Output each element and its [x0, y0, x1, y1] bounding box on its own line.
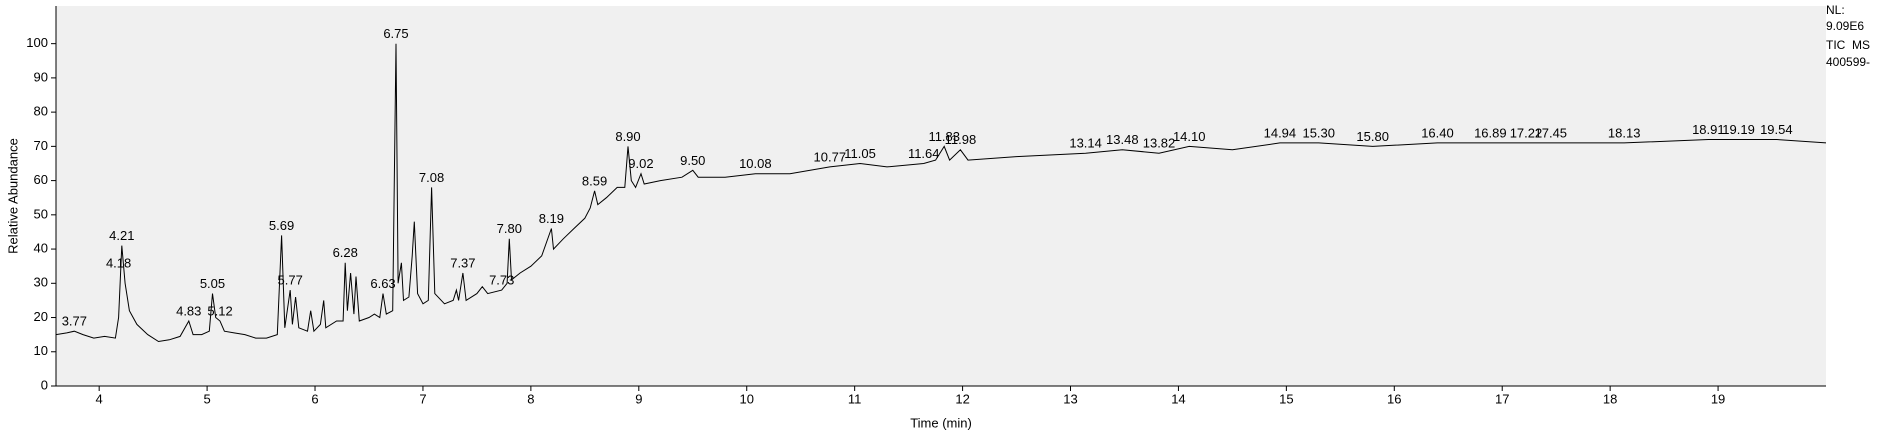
peak-label: 16.89 — [1474, 125, 1507, 140]
y-tick-label: 30 — [34, 275, 48, 290]
x-tick-label: 18 — [1603, 391, 1617, 406]
x-tick-label: 15 — [1279, 391, 1293, 406]
peak-label: 11.83 — [928, 129, 960, 144]
y-tick-label: 40 — [34, 241, 48, 256]
peak-label: 3.77 — [62, 314, 87, 329]
x-tick-label: 17 — [1495, 391, 1509, 406]
x-tick-label: 7 — [419, 391, 426, 406]
peak-label: 13.14 — [1069, 136, 1102, 151]
x-tick-label: 13 — [1063, 391, 1077, 406]
peak-label: 6.75 — [383, 26, 408, 41]
peak-label: 13.48 — [1106, 132, 1139, 147]
y-tick-label: 90 — [34, 69, 48, 84]
x-tick-label: 16 — [1387, 391, 1401, 406]
x-tick-label: 9 — [635, 391, 642, 406]
peak-label: 4.21 — [109, 228, 134, 243]
x-tick-label: 14 — [1171, 391, 1185, 406]
side-note: 9.09E6 — [1826, 19, 1864, 33]
peak-label: 5.12 — [207, 303, 232, 318]
peak-label: 6.28 — [333, 245, 358, 260]
peak-label: 11.05 — [844, 146, 876, 161]
peak-label: 11.98 — [945, 132, 977, 147]
plot-area — [56, 6, 1826, 386]
peak-label: 9.50 — [680, 153, 705, 168]
peak-label: 15.30 — [1302, 125, 1335, 140]
trace — [55, 43, 1827, 343]
peak-label: 17.22 — [1510, 125, 1543, 140]
peak-label: 7.73 — [489, 273, 514, 288]
x-tick-label: 4 — [96, 391, 103, 406]
peak-label: 11.64 — [908, 146, 940, 161]
y-tick-label: 50 — [34, 206, 48, 221]
peak-label: 14.94 — [1264, 125, 1297, 140]
x-tick-label: 5 — [203, 391, 210, 406]
peak-label: 7.08 — [419, 170, 444, 185]
peak-label: 4.83 — [176, 303, 201, 318]
x-tick-label: 6 — [311, 391, 318, 406]
peak-label: 10.08 — [739, 156, 772, 171]
peak-label: 19.54 — [1760, 122, 1793, 137]
peak-label: 5.77 — [278, 273, 303, 288]
peak-label: 7.37 — [450, 255, 475, 270]
peak-label: 4.18 — [106, 255, 131, 270]
x-tick-label: 8 — [527, 391, 534, 406]
x-tick-label: 10 — [739, 391, 753, 406]
peak-label: 5.69 — [269, 218, 294, 233]
side-note: 400599- — [1826, 55, 1870, 69]
x-tick-label: 11 — [848, 391, 862, 406]
peak-label: 16.40 — [1421, 125, 1454, 140]
peak-label: 10.77 — [814, 149, 847, 164]
side-note: TIC MS — [1826, 38, 1870, 52]
peak-label: 18.91 — [1692, 122, 1725, 137]
peak-label: 5.05 — [200, 276, 225, 291]
x-tick-label: 12 — [955, 391, 969, 406]
y-tick-label: 0 — [41, 377, 48, 392]
y-axis-title: Relative Abundance — [5, 138, 20, 254]
peak-label: 14.10 — [1173, 129, 1206, 144]
peak-label: 15.80 — [1356, 129, 1389, 144]
peak-label: 8.90 — [615, 129, 640, 144]
x-tick-label: 19 — [1711, 391, 1725, 406]
y-tick-label: 10 — [34, 343, 48, 358]
x-axis-title: Time (min) — [910, 415, 972, 430]
peak-label: 9.02 — [628, 156, 653, 171]
peak-label: 17.45 — [1535, 125, 1568, 140]
y-tick-label: 20 — [34, 309, 48, 324]
y-tick-label: 60 — [34, 172, 48, 187]
peak-label: 13.82 — [1143, 136, 1176, 151]
peak-label: 7.80 — [497, 221, 522, 236]
peak-label: 18.13 — [1608, 125, 1641, 140]
y-tick-label: 80 — [34, 104, 48, 119]
y-tick-label: 100 — [26, 35, 48, 50]
peak-label: 8.19 — [539, 211, 564, 226]
peak-label: 8.59 — [582, 173, 607, 188]
peak-label: 6.63 — [370, 276, 395, 291]
y-tick-label: 70 — [34, 138, 48, 153]
side-note: NL: — [1826, 3, 1845, 17]
peak-label: 19.19 — [1722, 122, 1755, 137]
